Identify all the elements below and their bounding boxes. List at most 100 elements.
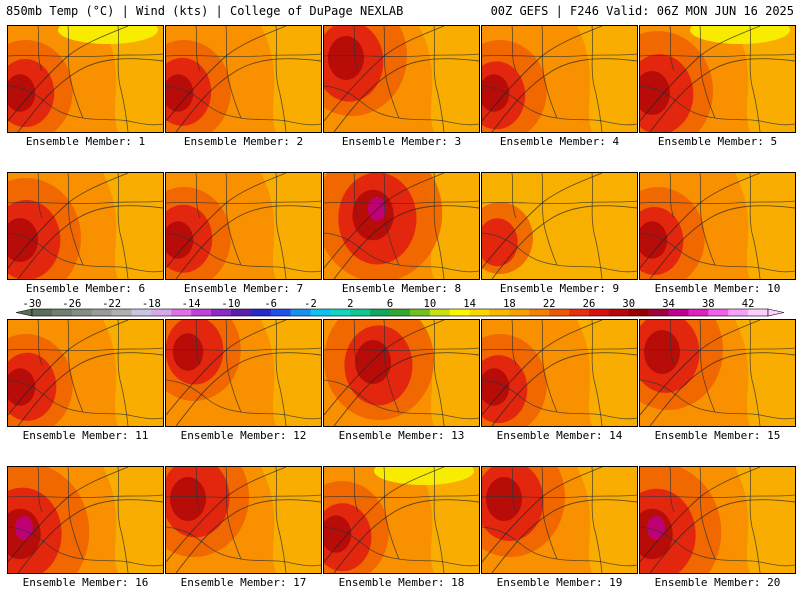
colorbar-segment: [350, 309, 371, 316]
map-border-line: [195, 320, 201, 366]
colorbar-segment: [171, 309, 192, 316]
map-border-line: [166, 200, 321, 204]
map-border-line: [591, 26, 603, 132]
contour-line: [649, 499, 795, 573]
contour-line: [649, 58, 795, 132]
colorbar-segment: [489, 309, 510, 316]
map-border-line: [8, 200, 163, 204]
member-temperature-map: [640, 26, 795, 132]
map-border-line: [67, 320, 84, 413]
ensemble-member-map: [7, 319, 164, 427]
map-border-line: [67, 26, 84, 119]
map-border-line: [353, 173, 359, 219]
colorbar-segment: [191, 309, 212, 316]
contour-line: [333, 58, 479, 132]
colorbar-segment: [509, 309, 530, 316]
colorbar-tick-label: 2: [347, 298, 353, 310]
colorbar-arrow-right: [767, 308, 785, 317]
map-border-line: [749, 173, 761, 279]
map-border-line: [225, 173, 242, 266]
map-border-line: [482, 53, 637, 57]
map-border-line: [699, 320, 716, 413]
contour-line: [649, 352, 795, 426]
member-temperature-map: [640, 467, 795, 573]
map-border-line: [749, 467, 761, 573]
ensemble-member-label: Ensemble Member: 8: [341, 282, 462, 295]
colorbar-tick-label: -10: [221, 298, 240, 310]
colorbar-tick-label: 6: [387, 298, 393, 310]
contour-line: [17, 352, 163, 426]
temp-field-very-hot: [640, 221, 668, 259]
map-border-line: [324, 200, 479, 204]
member-temperature-map: [166, 26, 321, 132]
colorbar-tick-label: 30: [622, 298, 635, 310]
map-border-line: [383, 173, 400, 266]
map-border-line: [433, 467, 445, 573]
colorbar-tick-label: -6: [264, 298, 277, 310]
ensemble-member-label: Ensemble Member: 2: [183, 135, 304, 148]
map-border-line: [324, 494, 479, 498]
temp-field-very-hot: [486, 477, 522, 521]
temp-field-very-hot: [640, 71, 670, 115]
map-border-line: [37, 173, 43, 219]
member-temperature-map: [8, 467, 163, 573]
colorbar-segment: [728, 309, 749, 316]
colorbar-tick-label: 26: [583, 298, 596, 310]
temp-field-very-hot: [166, 74, 194, 112]
map-border-line: [591, 467, 603, 573]
ensemble-member-label: Ensemble Member: 3: [341, 135, 462, 148]
contour-line: [8, 320, 129, 416]
temp-field-hot: [482, 218, 518, 267]
map-border-line: [8, 494, 163, 498]
member-temperature-map: [324, 26, 479, 132]
ensemble-member-map: [481, 319, 638, 427]
map-border-line: [275, 320, 287, 426]
map-border-line: [8, 53, 163, 57]
member-temperature-map: [482, 26, 637, 132]
map-border-line: [482, 494, 637, 498]
contour-line: [333, 352, 479, 426]
map-border-line: [225, 320, 242, 413]
member-temperature-map: [640, 320, 795, 426]
colorbar-segment: [409, 309, 431, 316]
header-run-info: 00Z GEFS | F246 Valid: 06Z MON JUN 16 20…: [490, 4, 794, 18]
contour-line: [482, 173, 603, 269]
ensemble-member-map: [7, 466, 164, 574]
map-border-line: [541, 320, 558, 413]
ensemble-member-label: Ensemble Member: 13: [338, 429, 465, 442]
map-border-line: [67, 467, 84, 560]
map-border-line: [383, 320, 400, 413]
temp-field-very-hot: [170, 477, 206, 521]
colorbar-segment: [608, 309, 630, 316]
colorbar-segment: [569, 309, 590, 316]
map-border-line: [353, 320, 359, 366]
map-border-line: [669, 467, 675, 513]
colorbar-tick-label: 34: [662, 298, 675, 310]
colorbar-tick-label: 38: [702, 298, 715, 310]
contour-line: [482, 467, 603, 563]
temp-field-very-hot: [355, 340, 391, 384]
colorbar-segment: [270, 309, 291, 316]
ensemble-member-label: Ensemble Member: 5: [657, 135, 778, 148]
contour-line: [17, 205, 163, 279]
map-border-line: [511, 26, 517, 72]
ensemble-member-label: Ensemble Member: 14: [496, 429, 623, 442]
map-border-line: [541, 173, 558, 266]
ensemble-member-map: [7, 172, 164, 280]
map-border-line: [482, 347, 637, 351]
member-temperature-map: [166, 173, 321, 279]
map-border-line: [117, 320, 129, 426]
map-border-line: [324, 53, 479, 57]
contour-line: [324, 26, 445, 122]
colorbar-segment: [588, 309, 610, 316]
map-border-line: [541, 467, 558, 560]
colorbar-segment: [310, 309, 331, 316]
colorbar-tick-label: 22: [543, 298, 556, 310]
map-border-line: [195, 467, 201, 513]
colorbar-tick-label: -26: [62, 298, 81, 310]
contour-line: [324, 467, 445, 563]
map-border-line: [166, 494, 321, 498]
member-temperature-map: [482, 467, 637, 573]
contour-line: [175, 352, 321, 426]
colorbar-segment: [151, 309, 172, 316]
